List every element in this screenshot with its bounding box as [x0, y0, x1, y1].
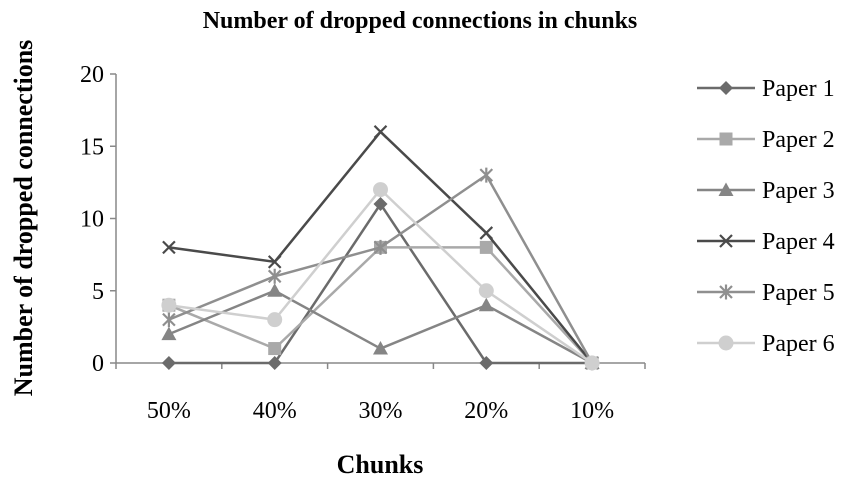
data-point	[373, 182, 388, 198]
y-axis-title: Number of dropped connections	[9, 40, 38, 397]
data-point	[373, 125, 388, 139]
x-tick-label: 40%	[253, 398, 297, 424]
y-tick-label: 0	[92, 351, 104, 377]
legend-marker	[719, 132, 733, 146]
legend-item: Paper 2	[697, 127, 835, 153]
series-6	[161, 182, 600, 371]
data-point	[161, 356, 176, 370]
legend-label: Paper 3	[762, 178, 835, 204]
data-point	[161, 297, 177, 313]
legend-item: Paper 3	[697, 178, 835, 204]
legend-marker	[719, 81, 733, 95]
data-point	[584, 355, 600, 371]
x-tick-label: 20%	[464, 398, 508, 424]
data-point	[479, 240, 493, 254]
legend-marker	[718, 335, 734, 351]
data-point	[373, 341, 388, 355]
data-point	[479, 226, 494, 240]
data-point	[267, 356, 282, 370]
data-point	[479, 356, 494, 370]
x-axis-title: Chunks	[337, 450, 424, 479]
data-point	[478, 297, 494, 312]
data-point	[267, 283, 283, 297]
legend-item: Paper 5	[697, 280, 835, 306]
legend-marker	[719, 234, 733, 248]
legend-item: Paper 1	[697, 76, 835, 102]
y-tick-label: 10	[80, 207, 104, 233]
y-tick-label: 20	[80, 62, 104, 88]
data-point	[267, 255, 282, 269]
legend-label: Paper 6	[762, 331, 835, 357]
data-point	[161, 326, 177, 341]
data-point	[479, 167, 494, 183]
data-point	[162, 240, 176, 255]
legend: Paper 1 Paper 2 Paper 3 Paper 4 Paper 5 Paper…	[697, 76, 835, 357]
y-tick-label: 15	[80, 134, 104, 160]
legend-marker	[718, 182, 734, 196]
x-tick-label: 10%	[570, 398, 614, 424]
legend-marker	[719, 284, 733, 300]
data-point	[162, 312, 176, 328]
legend-label: Paper 1	[762, 76, 835, 102]
legend-label: Paper 5	[762, 280, 835, 306]
data-point	[373, 239, 388, 255]
legend-label: Paper 4	[762, 229, 835, 255]
y-tick-label: 5	[92, 279, 104, 305]
legend-item: Paper 6	[697, 331, 835, 357]
chart-title: Number of dropped connections in chunks	[203, 8, 638, 34]
axes: 0 5 10 15 20 50% 40% 30% 20% 10%	[80, 62, 646, 424]
series-line	[168, 187, 593, 365]
data-point	[267, 268, 282, 284]
data-point	[478, 283, 494, 299]
x-tick-label: 30%	[359, 398, 403, 424]
data-point	[268, 342, 282, 356]
data-point	[373, 197, 388, 212]
legend-item: Paper 4	[697, 229, 835, 255]
data-point	[267, 312, 283, 328]
x-tick-label: 50%	[147, 398, 191, 424]
series-layer	[161, 125, 600, 371]
legend-label: Paper 2	[762, 127, 835, 153]
